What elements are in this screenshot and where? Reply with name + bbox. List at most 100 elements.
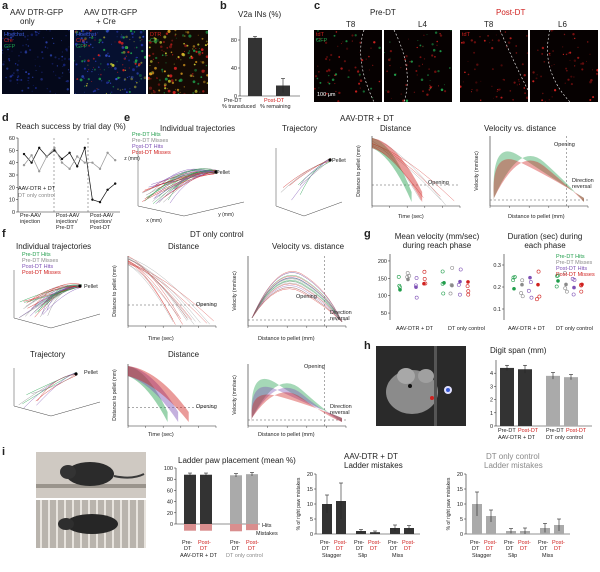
axis-y — [50, 313, 101, 329]
cell-speck — [518, 81, 520, 82]
cell-speck — [495, 95, 498, 98]
cell-speck — [49, 90, 52, 93]
cell-speck — [88, 69, 90, 71]
cell-speck — [573, 76, 575, 78]
g-legend-0: Pre-DT Hits — [556, 254, 585, 260]
cell-speck — [83, 59, 86, 62]
cell-speck — [192, 91, 195, 94]
y-tick-label: 20 — [9, 185, 15, 191]
cell-speck — [135, 56, 138, 59]
data-point — [563, 286, 568, 291]
cell-speck — [205, 64, 208, 67]
cell-speck — [25, 71, 28, 74]
a-legend-hoechst: Hoechst — [4, 32, 25, 38]
cell-speck — [169, 74, 173, 78]
cell-speck — [105, 30, 109, 33]
cell-speck — [128, 90, 131, 94]
data-point — [458, 292, 462, 297]
cell-speck — [199, 91, 201, 93]
cell-speck — [134, 47, 136, 49]
cell-speck — [2, 49, 3, 51]
series-point-1 — [53, 146, 56, 150]
trajectory-path — [144, 171, 218, 202]
series-point-1 — [106, 151, 109, 154]
cell-speck — [86, 70, 89, 73]
cell-speck — [167, 30, 171, 33]
series-point-0 — [60, 157, 64, 161]
cell-speck — [507, 41, 511, 44]
cell-speck — [437, 85, 440, 87]
cell-speck — [553, 89, 557, 92]
ladder-rung — [48, 500, 50, 548]
cell-speck — [163, 92, 165, 94]
series-point-1 — [98, 167, 102, 171]
cell-speck — [323, 95, 325, 97]
cell-speck — [148, 46, 151, 49]
cell-speck — [200, 76, 203, 78]
trajectory-path — [147, 168, 215, 199]
cell-speck — [83, 39, 85, 42]
panel-letter-h: h — [364, 340, 371, 352]
i3-post-2: Post- — [552, 540, 565, 546]
cell-speck — [133, 85, 137, 89]
h-group-1: DT only control — [546, 435, 583, 441]
a-legend-cre: Cre — [4, 38, 13, 44]
cell-speck — [100, 80, 103, 82]
cell-speck — [577, 56, 580, 59]
cell-speck — [138, 80, 140, 82]
trace — [251, 277, 343, 323]
cell-speck — [153, 90, 156, 94]
cell-speck — [175, 88, 176, 90]
cell-speck — [110, 82, 112, 84]
cell-speck — [105, 30, 107, 32]
cell-speck — [429, 86, 432, 89]
cell-speck — [551, 90, 553, 92]
bar-pre-dt — [248, 37, 262, 96]
trace — [251, 282, 343, 323]
i1-pre-1: Pre- — [230, 540, 241, 546]
e-header: AAV-DTR + DT — [340, 114, 394, 123]
cell-speck — [86, 41, 88, 43]
cell-speck — [515, 52, 518, 54]
cell-speck — [106, 81, 109, 84]
axis-x — [275, 205, 305, 217]
cell-speck — [188, 34, 192, 38]
velocity-band — [251, 392, 342, 422]
cell-speck — [86, 82, 88, 85]
cell-speck — [541, 46, 545, 50]
cell-speck — [526, 35, 528, 37]
cell-speck — [202, 90, 205, 93]
i3-dt-5: DT — [554, 546, 562, 552]
trace — [251, 287, 343, 323]
cell-speck — [197, 43, 200, 46]
y-axis-label: Velocity (mm/sec) — [232, 375, 238, 415]
series-point-0 — [83, 146, 87, 150]
cell-speck — [180, 72, 183, 75]
cell-speck — [433, 55, 436, 58]
y-tick-label: 0 — [490, 424, 493, 430]
cell-speck — [100, 73, 102, 76]
cell-speck — [2, 63, 5, 66]
cell-speck — [91, 80, 93, 83]
cell-speck — [187, 45, 189, 47]
data-point — [579, 289, 584, 294]
cell-speck — [99, 68, 101, 70]
cell-speck — [171, 39, 174, 42]
cell-speck — [129, 88, 131, 90]
trace — [251, 281, 343, 323]
c-tile4-label: L6 — [558, 20, 567, 29]
cell-speck — [504, 31, 507, 33]
cell-speck — [183, 42, 185, 45]
f-pellet-1: Pellet — [84, 284, 98, 290]
cell-speck — [39, 30, 41, 33]
cell-speck — [541, 92, 544, 95]
cell-speck — [315, 37, 318, 41]
cell-speck — [497, 39, 500, 42]
cell-speck — [592, 96, 595, 99]
cell-speck — [192, 45, 196, 48]
cell-speck — [117, 76, 120, 80]
micrograph-dtr-cre-texture — [148, 30, 208, 94]
cell-speck — [385, 90, 387, 92]
cell-speck — [174, 33, 177, 36]
cell-speck — [10, 75, 13, 78]
